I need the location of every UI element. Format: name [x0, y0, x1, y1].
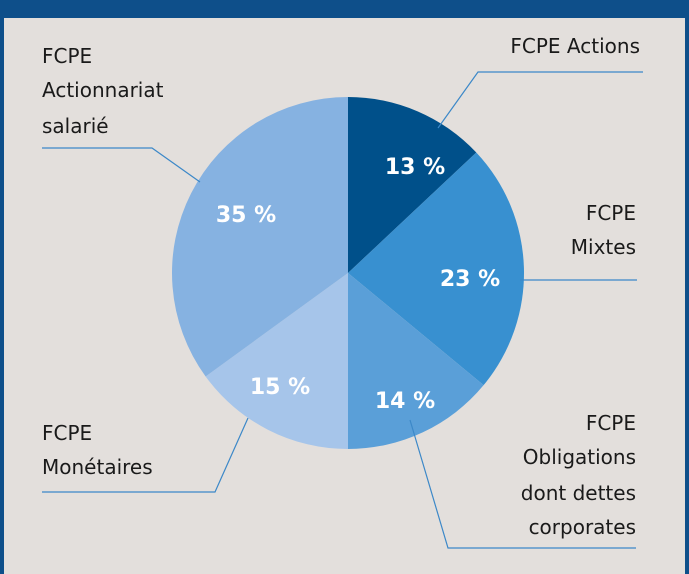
pie-slice: [205, 273, 348, 449]
frame-left: [0, 0, 4, 574]
value-label: 14 %: [375, 389, 435, 414]
value-label: 23 %: [440, 267, 500, 292]
category-label: FCPE Obligations dont dettes corporates: [521, 411, 636, 539]
value-label: 13 %: [385, 155, 445, 180]
value-label: 35 %: [216, 203, 276, 228]
category-label: FCPE Actions: [510, 34, 640, 58]
leader-line: [409, 419, 636, 549]
frame-right: [685, 0, 689, 574]
header-band: [0, 0, 689, 18]
leader-line: [42, 417, 249, 493]
pie-slice: [172, 97, 348, 377]
leader-line: [437, 71, 643, 129]
value-label: 15 %: [250, 375, 310, 400]
pie-slice: [348, 273, 484, 449]
pie-slice: [348, 97, 477, 273]
category-label: FCPE Mixtes: [571, 201, 636, 259]
pie-slice: [348, 152, 525, 386]
category-label: FCPE Actionnariat salarié: [42, 44, 164, 138]
category-label: FCPE Monétaires: [42, 421, 153, 479]
leader-line: [42, 147, 201, 183]
